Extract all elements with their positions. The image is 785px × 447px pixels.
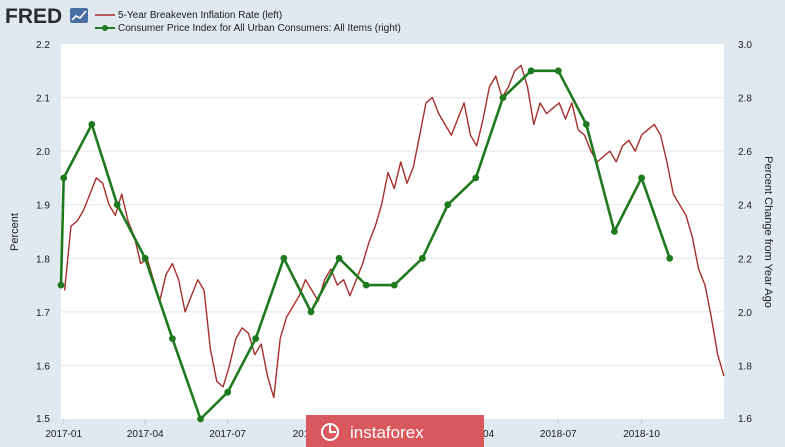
right-tick-label: 3.0 — [738, 40, 752, 51]
fred-logo-graph-icon — [70, 8, 88, 23]
series-cpi — [57, 67, 674, 423]
right-tick-label: 2.4 — [738, 201, 752, 212]
cpi-point — [60, 174, 68, 182]
x-tick-label: 2018-07 — [540, 429, 577, 440]
left-tick-label: 1.6 — [36, 361, 50, 372]
cpi-point — [582, 121, 590, 128]
right-tick-label: 2.6 — [738, 147, 752, 158]
x-tick-label: 2017-04 — [127, 429, 164, 440]
legend-label-breakeven: 5-Year Breakeven Inflation Rate (left) — [118, 10, 282, 21]
legend-marker-cpi — [102, 25, 108, 31]
left-tick-label: 1.5 — [36, 414, 50, 425]
right-axis-ticks: 1.6 1.8 2.0 2.2 2.4 2.6 2.8 3.0 — [738, 40, 752, 425]
cpi-point — [554, 67, 562, 75]
plot-area — [61, 44, 724, 419]
x-tick-label: 2017-01 — [45, 429, 82, 440]
legend-item-breakeven: 5-Year Breakeven Inflation Rate (left) — [95, 10, 282, 21]
right-tick-label: 2.8 — [738, 94, 752, 105]
legend-label-cpi: Consumer Price Index for All Urban Consu… — [118, 23, 401, 34]
cpi-point — [419, 254, 426, 262]
grid — [61, 97, 724, 366]
cpi-point — [113, 201, 121, 209]
left-axis-title: Percent — [9, 213, 21, 251]
x-tick-label: 2018-10 — [623, 429, 660, 440]
legend: 5-Year Breakeven Inflation Rate (left) C… — [95, 10, 401, 34]
cpi-point — [141, 254, 149, 262]
breakeven-line — [63, 64, 725, 399]
cpi-point — [444, 201, 452, 209]
cpi-point — [88, 121, 96, 128]
left-tick-label: 2.1 — [36, 94, 50, 105]
cpi-point — [611, 228, 618, 235]
x-tick-label: 2017-07 — [209, 429, 246, 440]
left-tick-label: 1.9 — [36, 201, 50, 212]
cpi-point — [335, 254, 343, 262]
watermark: instaforex — [306, 415, 484, 447]
fred-logo-text: FRED — [5, 5, 62, 28]
cpi-point — [169, 335, 176, 342]
left-tick-label: 1.7 — [36, 308, 50, 319]
legend-item-cpi: Consumer Price Index for All Urban Consu… — [95, 23, 401, 34]
cpi-point — [197, 415, 204, 423]
cpi-point — [472, 174, 480, 182]
left-tick-label: 2.2 — [36, 40, 50, 51]
right-tick-label: 2.0 — [738, 308, 752, 319]
cpi-point — [280, 254, 288, 262]
right-tick-label: 1.6 — [738, 414, 752, 425]
cpi-point — [527, 67, 535, 75]
cpi-line — [59, 69, 671, 421]
cpi-point — [499, 94, 507, 101]
fred-logo[interactable]: FRED — [5, 5, 88, 28]
left-tick-label: 2.0 — [36, 147, 50, 158]
cpi-point — [638, 174, 645, 182]
watermark-text: instaforex — [350, 423, 424, 442]
cpi-point — [666, 254, 674, 262]
cpi-point — [307, 308, 315, 316]
watermark-logo-icon — [321, 423, 339, 441]
cpi-point — [252, 335, 260, 342]
cpi-point — [362, 281, 370, 289]
cpi-point — [390, 281, 398, 289]
cpi-point — [57, 281, 65, 289]
right-axis-title: Percent Change from Year Ago — [762, 156, 774, 308]
left-tick-label: 1.8 — [36, 254, 50, 265]
cpi-point — [224, 388, 232, 396]
right-tick-label: 1.8 — [738, 361, 752, 372]
right-tick-label: 2.2 — [738, 254, 752, 265]
series-breakeven — [63, 64, 725, 399]
left-axis-ticks: 1.5 1.6 1.7 1.8 1.9 2.0 2.1 2.2 — [36, 40, 50, 425]
